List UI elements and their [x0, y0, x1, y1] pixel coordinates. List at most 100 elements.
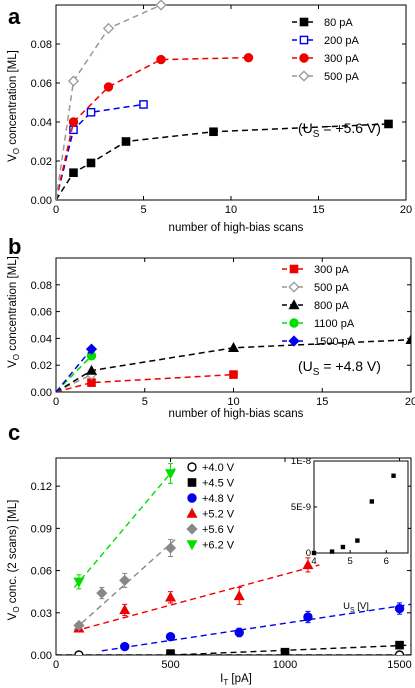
data-point-b-0: [229, 370, 238, 379]
y-axis-label-c: VO conc. (2 scans) [ML]: [7, 500, 21, 621]
legend-label-c-1: +4.5 V: [202, 478, 235, 490]
annotation-b: (US = +4.8 V): [298, 358, 381, 378]
legend-marker-b-4: [288, 335, 300, 347]
data-point-a-0: [86, 158, 96, 168]
legend-marker-c-0: [187, 462, 197, 472]
x-tick-label-b: 10: [227, 396, 239, 408]
data-point-b-2: [405, 334, 411, 344]
data-point-c-4: [96, 587, 108, 599]
data-point-a-2: [156, 54, 166, 65]
x-tick-label-a: 5: [140, 204, 146, 216]
data-point-b-2: [227, 342, 240, 352]
y-tick-label-b: 0.00: [31, 387, 52, 399]
data-point-a-3: [155, 0, 167, 11]
fit-line-c-4: [73, 539, 176, 631]
legend-marker-b-3: [289, 318, 299, 328]
x-tick-label-b: 0: [53, 396, 59, 408]
legend-marker-c-1: [187, 478, 197, 487]
legend-marker-b-2: [288, 299, 300, 310]
legend-label-b-0: 300 pA: [314, 264, 350, 276]
data-point-a-0: [121, 137, 131, 146]
y-tick-label-c: 0.12: [31, 481, 52, 493]
y-tick-label-b: 0.06: [31, 307, 52, 319]
data-point-c-5: [164, 469, 177, 480]
inset-x-tick-label: 6: [384, 556, 389, 567]
y-tick-label-b: 0.02: [31, 360, 52, 372]
x-tick-label-b: 5: [142, 396, 148, 408]
x-axis-label-a: number of high-bias scans: [169, 222, 304, 234]
legend-a: 80 pA 200 pA 300 pA 500 pA: [292, 17, 360, 83]
y-axis-label-a: VO concentration [ML]: [7, 50, 21, 162]
series-line-b-4: [56, 348, 93, 392]
x-axis-label-c: IT [pA]: [220, 673, 252, 687]
panel-a: a 0 5 10 15 20 0.00 0.02 0.04 0.06 0.08 80 pA 200 p…: [7, 0, 412, 234]
x-tick-label-a: 15: [312, 204, 324, 216]
data-point-a-3: [102, 22, 115, 34]
y-tick-label-a: 0.06: [31, 78, 52, 90]
series-layer-c: [56, 463, 411, 655]
inset-x-axis-label: US [V]: [343, 601, 369, 614]
data-point-c-4: [119, 574, 131, 587]
legend-marker-a-3: [298, 70, 310, 82]
series-layer-b: [56, 334, 411, 392]
data-point-c-3: [302, 559, 314, 570]
y-tick-label-c: 0.03: [31, 608, 52, 620]
inset-data-point: [311, 550, 317, 556]
legend-c: +4.0 V +4.5 V +4.8 V +5.2 V +5.6 V +6.2 V: [186, 462, 235, 552]
fit-line-c-2: [101, 603, 411, 652]
x-tick-label-a: 0: [53, 204, 59, 216]
data-point-a-0: [209, 127, 218, 137]
plot-area-a: 0 5 10 15 20 0.00 0.02 0.04 0.06 0.08 80 pA 200 pA 3…: [31, 0, 412, 216]
data-point-a-1: [139, 100, 148, 109]
data-point-c-3: [119, 604, 131, 615]
y-tick-label-a: 0.08: [31, 39, 52, 51]
y-tick-label-a: 0.04: [31, 117, 52, 129]
x-tick-label-b: 15: [316, 396, 328, 408]
inset-x-tick-label: 5: [348, 556, 353, 567]
series-line-a-1: [56, 103, 144, 200]
x-tick-label-c: 1500: [387, 659, 411, 671]
y-tick-label-c: 0.06: [31, 566, 52, 578]
inset-data-point: [340, 544, 346, 550]
data-point-c-1: [395, 640, 404, 650]
series-layer-a: [56, 0, 393, 200]
y-tick-label-b: 0.08: [31, 280, 52, 292]
x-tick-label-b: 20: [405, 396, 415, 408]
data-point-c-3: [164, 591, 177, 602]
panel-label-a: a: [8, 4, 21, 29]
legend-marker-a-1: [299, 35, 309, 45]
legend-label-b-4: 1500 pA: [314, 336, 356, 348]
inset-y-tick-label: 1E-8: [291, 456, 311, 467]
data-point-c-3: [233, 590, 245, 601]
x-tick-label-a: 20: [400, 204, 412, 216]
data-point-c-2: [394, 603, 405, 614]
legend-label-b-1: 500 pA: [314, 282, 350, 294]
inset-y-tick-label: 5E-9: [291, 502, 311, 513]
legend-label-c-2: +4.8 V: [202, 493, 235, 505]
data-point-c-2: [120, 641, 130, 652]
legend-marker-c-3: [186, 507, 198, 518]
y-tick-label-c: 0.00: [31, 650, 52, 662]
legend-marker-a-0: [299, 17, 309, 27]
y-tick-label-a: 0.02: [31, 156, 52, 168]
legend-label-c-4: +5.6 V: [202, 524, 235, 536]
series-line-b-3: [56, 355, 93, 392]
data-point-c-2: [234, 627, 244, 638]
data-point-b-2: [85, 364, 98, 375]
y-tick-label-b: 0.04: [31, 333, 52, 345]
data-point-a-3: [67, 75, 80, 87]
y-axis-label-b: VO concentration [ML]: [7, 256, 21, 368]
data-point-a-2: [103, 82, 114, 92]
data-point-c-4: [164, 542, 177, 554]
x-tick-label-c: 1000: [273, 659, 297, 671]
series-line-b-0: [56, 373, 234, 392]
data-point-c-0: [394, 650, 405, 655]
series-line-a-0: [56, 123, 389, 200]
panel-label-b: b: [8, 234, 21, 259]
inset-plot: 4 5 6 0 5E-9 1E-8: [291, 456, 409, 567]
inset-y-tick-label: 0: [306, 548, 311, 559]
legend-b: 300 pA 500 pA 800 pA 1100 pA 1500 pA: [282, 264, 356, 348]
y-tick-label-c: 0.09: [31, 523, 52, 535]
